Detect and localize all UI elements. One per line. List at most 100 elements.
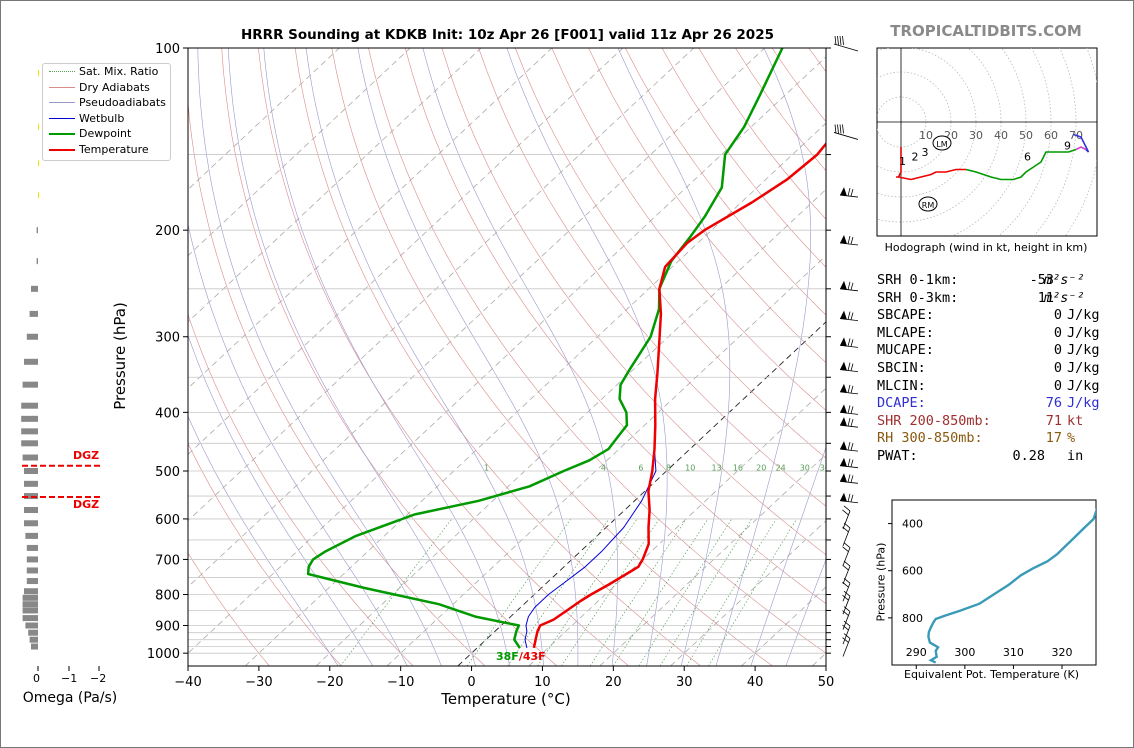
pseudoadiabat (188, 334, 374, 666)
legend-item: Pseudoadiabats (43, 95, 170, 111)
legend-item: Sat. Mix. Ratio (43, 64, 170, 80)
ept-y-tick-label: 400 (902, 518, 923, 531)
wind-barb-feather (850, 442, 854, 451)
y-tick-label: 200 (155, 224, 180, 239)
legend-label: Dewpoint (79, 127, 132, 141)
wind-barb (839, 383, 859, 395)
wind-barb-feather (842, 564, 849, 571)
wind-barb-staff (833, 43, 859, 52)
mixing-ratio-label: 20 (756, 464, 766, 473)
param-unit: m²s⁻² (1044, 289, 1085, 306)
wind-barb-feather (847, 235, 851, 245)
param-row: SHR 200-850mb: 71 kt (877, 413, 1117, 431)
omega-bar (25, 532, 38, 539)
omega-bar (36, 258, 38, 265)
hodograph-height-label: 1 (899, 155, 906, 168)
wind-barb-feather (842, 581, 849, 588)
legend-label: Temperature (79, 142, 149, 156)
legend-label: Wetbulb (79, 111, 125, 125)
param-value: -53 (1029, 272, 1054, 288)
isotherm (188, 48, 553, 389)
omega-bar (26, 333, 38, 340)
parameter-table: SRH 0-1km: -53 m²s⁻² SRH 0-3km: 11 m²s⁻² SBCAP… (877, 272, 1117, 466)
mixing-ratio-line (507, 518, 610, 666)
param-key: DCAPE: (877, 395, 926, 412)
dry-adiabat (625, 48, 826, 316)
wind-barb-staff (842, 596, 851, 615)
wind-barb-feather (847, 418, 851, 427)
wind-barb (839, 417, 859, 428)
isotherm (188, 48, 765, 588)
y-tick-label: 600 (155, 513, 180, 528)
mixing-ratio-label: 30 (800, 464, 810, 473)
wetbulb-line (524, 143, 826, 649)
param-key: SRH 0-3km: (877, 289, 959, 306)
param-unit: J/kg (1067, 377, 1100, 394)
param-unit: % (1067, 430, 1076, 447)
omega-tick-1: −1 (61, 672, 78, 685)
wind-barb-pennant (840, 383, 847, 393)
mixing-ratio-line (537, 518, 638, 666)
y-tick-label: 700 (155, 553, 180, 568)
dry-adiabat (404, 48, 826, 605)
legend-swatch-pseudoadiabat (49, 102, 75, 104)
isotherm (188, 48, 695, 522)
y-tick-label: 1000 (147, 647, 180, 662)
omega-bar (24, 358, 38, 365)
param-key: SBCAPE: (877, 307, 934, 324)
wind-barb-pennant (840, 234, 847, 244)
param-key: MLCAPE: (877, 324, 934, 341)
omega-bar (26, 578, 38, 585)
wind-barb (842, 560, 851, 585)
param-key: SRH 0-1km: (877, 272, 959, 288)
mixing-ratio-line (466, 518, 572, 666)
wind-barb-feather (850, 406, 854, 414)
wind-barb (839, 492, 859, 504)
isotherm (188, 56, 826, 654)
omega-bar (24, 507, 38, 514)
legend-swatch-dry-adiabat (49, 86, 75, 88)
wind-barb (839, 404, 859, 415)
ept-frame (891, 499, 1097, 666)
pseudoadiabat (715, 48, 812, 666)
param-key: MUCAPE: (877, 342, 934, 359)
mixing-ratio-line (638, 518, 733, 666)
wind-barb (839, 457, 859, 469)
skewt-plot-border (187, 47, 827, 667)
ept-y-tick-label: 600 (902, 565, 923, 578)
legend-swatch-temperature (49, 148, 75, 151)
omega-bar (24, 588, 38, 595)
wind-barb (839, 280, 859, 292)
omega-bar (29, 310, 38, 317)
wind-barb-feather (850, 339, 854, 347)
hodograph-ring-label: 30 (969, 129, 983, 142)
omega-bar (21, 415, 38, 422)
omega-bar (28, 629, 38, 636)
isotherm (188, 48, 482, 323)
wind-barb-feather (842, 594, 849, 601)
wind-barb-feather (850, 475, 854, 483)
wind-barb-feather (843, 560, 851, 567)
legend-item: Dewpoint (43, 126, 170, 142)
mixing-ratio-label: 24 (776, 464, 786, 473)
wind-barb-feather (847, 493, 851, 502)
dry-adiabat (188, 442, 342, 666)
wind-barb-pennant (840, 457, 847, 467)
wind-barb-staff (842, 638, 851, 657)
omega-bar (31, 643, 38, 650)
wind-barb-feather (847, 458, 851, 467)
ept-y-axis-label: Pressure (hPa) (874, 542, 888, 622)
x-tick-label: 10 (534, 675, 551, 690)
ept-y-tick-label: 800 (902, 612, 923, 625)
param-unit: J/kg (1067, 307, 1100, 324)
wind-barb-pennant (840, 473, 847, 483)
omega-bar (26, 567, 38, 574)
dry-adiabat (188, 99, 486, 666)
legend-label: Sat. Mix. Ratio (79, 65, 159, 78)
omega-bar (22, 594, 38, 601)
pseudoadiabat (188, 222, 408, 666)
param-value: 17 (1045, 430, 1062, 447)
wind-barb-pennant (840, 492, 847, 502)
omega-tick-0: 0 (33, 672, 40, 685)
omega-bar (38, 192, 39, 199)
